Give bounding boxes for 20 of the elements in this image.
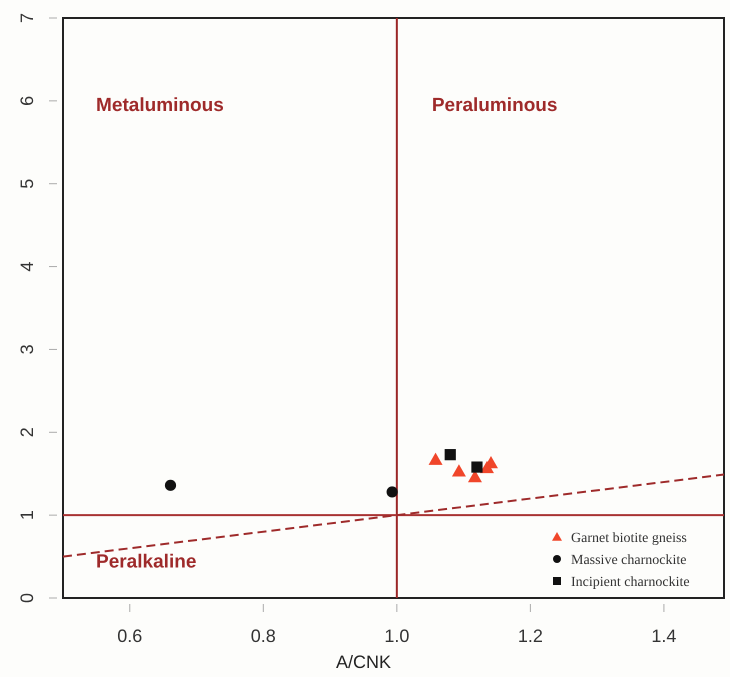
x-tick-label: 1.2 <box>518 626 543 646</box>
legend-label: Incipient charnockite <box>571 575 690 590</box>
legend-label: Massive charnockite <box>571 553 686 568</box>
annotation: Peralkaline <box>96 551 196 572</box>
y-tick-label: 3 <box>17 344 37 354</box>
y-tick-label: 7 <box>17 12 37 24</box>
y-tick-label: 0 <box>17 592 37 604</box>
x-tick-label: 0.8 <box>250 626 276 646</box>
legend-label: Garnet biotite gneiss <box>571 531 687 546</box>
annotation: Metaluminous <box>96 94 224 116</box>
x-axis-title: A/CNK <box>336 652 392 672</box>
y-tick-label: 6 <box>17 96 37 106</box>
y-tick-label: 5 <box>17 178 37 189</box>
y-tick-label: 2 <box>17 427 37 438</box>
x-tick-label: 0.6 <box>117 626 142 646</box>
x-tick-label: 1.0 <box>384 626 410 646</box>
y-tick-label: 1 <box>17 510 37 520</box>
x-tick-label: 1.4 <box>651 626 676 646</box>
annotation: Peraluminous <box>432 94 558 116</box>
y-tick-label: 4 <box>17 262 37 272</box>
